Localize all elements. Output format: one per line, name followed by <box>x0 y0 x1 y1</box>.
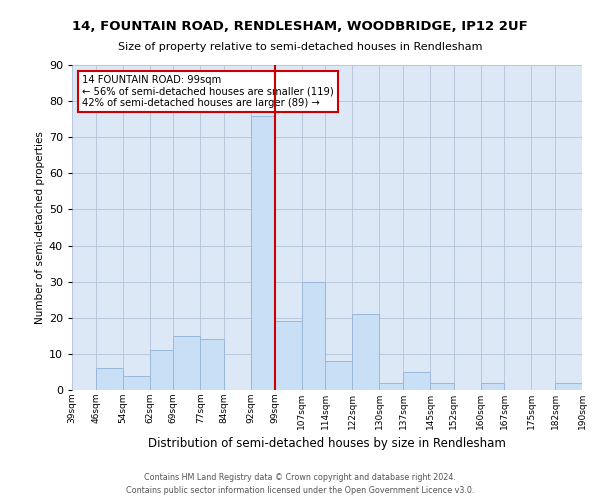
X-axis label: Distribution of semi-detached houses by size in Rendlesham: Distribution of semi-detached houses by … <box>148 438 506 450</box>
Bar <box>200 340 224 390</box>
Bar <box>325 361 352 390</box>
Bar <box>352 314 379 390</box>
Bar <box>149 350 173 390</box>
Bar <box>403 372 430 390</box>
Bar <box>122 376 149 390</box>
Bar <box>481 383 505 390</box>
Bar <box>555 383 582 390</box>
Bar <box>95 368 122 390</box>
Text: 14 FOUNTAIN ROAD: 99sqm
← 56% of semi-detached houses are smaller (119)
42% of s: 14 FOUNTAIN ROAD: 99sqm ← 56% of semi-de… <box>82 74 334 108</box>
Bar <box>173 336 200 390</box>
Bar <box>302 282 325 390</box>
Text: Contains HM Land Registry data © Crown copyright and database right 2024.
Contai: Contains HM Land Registry data © Crown c… <box>126 474 474 495</box>
Bar <box>251 116 275 390</box>
Bar <box>275 322 302 390</box>
Text: 14, FOUNTAIN ROAD, RENDLESHAM, WOODBRIDGE, IP12 2UF: 14, FOUNTAIN ROAD, RENDLESHAM, WOODBRIDG… <box>72 20 528 33</box>
Y-axis label: Number of semi-detached properties: Number of semi-detached properties <box>35 131 44 324</box>
Bar <box>379 383 403 390</box>
Text: Size of property relative to semi-detached houses in Rendlesham: Size of property relative to semi-detach… <box>118 42 482 52</box>
Bar <box>430 383 454 390</box>
